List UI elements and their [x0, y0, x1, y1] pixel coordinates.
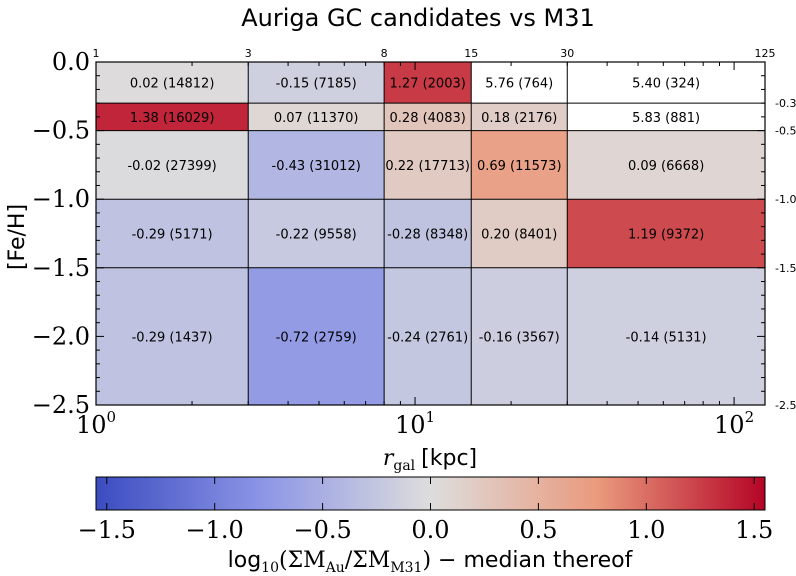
heatmap-cell [567, 62, 765, 104]
colorbar-ticks: −1.5 −1.0 −0.5 0.0 0.5 1.0 1.5 [78, 477, 773, 544]
heatmap-cell [248, 103, 385, 131]
cell-label: -0.22 (9558) [276, 228, 357, 243]
y-tick-label: −1.5 [32, 254, 90, 282]
top-edge-label: 3 [245, 47, 252, 60]
colorbar-label: log10(ΣMAu/ΣMM31) − median thereof [228, 548, 634, 576]
cell-label: -0.43 (31012) [272, 159, 361, 174]
heatmap-cell [384, 130, 472, 200]
colorbar-tick-label: 0.0 [411, 516, 449, 544]
top-edge-label: 30 [560, 47, 574, 60]
y-tick-label: −0.5 [32, 117, 90, 145]
heatmap-cell [248, 267, 385, 405]
cell-label: -0.72 (2759) [276, 330, 357, 345]
heatmap-cell [96, 62, 249, 104]
heatmap-cell [96, 267, 249, 405]
cell-label: 1.27 (2003) [390, 77, 466, 92]
heatmap-cell [96, 103, 249, 131]
chart-title: Auriga GC candidates vs M31 [241, 4, 595, 32]
y-axis-label: [Fe/H] [5, 204, 30, 270]
cell-label: -0.15 (7185) [276, 77, 357, 92]
cell-label: -0.14 (5131) [626, 330, 707, 345]
cell-label: 0.02 (14812) [130, 77, 215, 92]
heatmap-cell [384, 199, 472, 268]
heatmap-cell [248, 199, 385, 268]
plot-frame [95, 61, 766, 406]
bin-edge-lines [96, 62, 765, 405]
cell-label: 1.19 (9372) [628, 228, 704, 243]
x-axis-label: rgal [kpc] [383, 446, 477, 474]
heatmap-cell [567, 199, 765, 268]
top-edge-label: 125 [755, 47, 776, 60]
right-bin-edge-labels: -2.5 -1.5 -1.0 -0.5 -0.3 [775, 97, 796, 412]
colorbar-tick-label: −0.5 [293, 516, 351, 544]
right-edge-label: -1.0 [775, 193, 796, 206]
top-edge-label: 15 [464, 47, 478, 60]
y-tick-label: −2.5 [32, 391, 90, 419]
heatmap-cell [471, 267, 568, 405]
top-edge-label: 1 [93, 47, 100, 60]
heatmap-cell [248, 62, 385, 104]
x-tick-label: 101 [395, 408, 435, 439]
heatmap-cell [248, 130, 385, 200]
top-edge-label: 8 [381, 47, 388, 60]
cell-label: -0.29 (5171) [132, 228, 213, 243]
heatmap-cell [96, 199, 249, 268]
cell-label: -0.28 (8348) [387, 228, 468, 243]
cell-label: 5.40 (324) [632, 77, 700, 92]
cell-label: 0.20 (8401) [481, 228, 557, 243]
colorbar-tick-label: −1.5 [78, 516, 136, 544]
right-edge-label: -2.5 [775, 399, 796, 412]
colorbar-tick-label: 1.0 [627, 516, 665, 544]
cell-label: 1.38 (16029) [130, 111, 215, 126]
cell-label: 5.83 (881) [632, 111, 700, 126]
right-edge-label: -1.5 [775, 262, 796, 275]
y-tick-label: 0.0 [52, 48, 90, 76]
y-tick-label: −2.0 [32, 322, 90, 350]
cell-label: 0.28 (4083) [390, 111, 466, 126]
y-tick-label: −1.0 [32, 185, 90, 213]
cell-label: -0.02 (27399) [127, 159, 216, 174]
cell-label: 0.09 (6668) [628, 159, 704, 174]
heatmap-cell [96, 130, 249, 200]
cell-label: 0.18 (2176) [481, 111, 557, 126]
top-bin-edge-labels: 1 3 8 15 30 125 [93, 47, 776, 60]
right-edge-label: -0.5 [775, 125, 796, 138]
heatmap-cell [567, 267, 765, 405]
colorbar-tick-label: 0.5 [519, 516, 557, 544]
colorbar-tick-label: 1.5 [735, 516, 773, 544]
heatmap-cell [471, 103, 568, 131]
cell-label: 0.22 (17713) [385, 159, 470, 174]
cell-label: -0.16 (3567) [479, 330, 560, 345]
heatmap-cells [96, 62, 765, 405]
x-tick-label: 100 [76, 408, 116, 439]
colorbar-tick-label: −1.0 [186, 516, 244, 544]
cell-label: -0.29 (1437) [132, 330, 213, 345]
heatmap-cell [384, 103, 472, 131]
heatmap-cell [471, 130, 568, 200]
heatmap-cell [384, 62, 472, 104]
heatmap-cell [471, 199, 568, 268]
cell-label: 0.69 (11573) [477, 159, 562, 174]
cell-label: -0.24 (2761) [387, 330, 468, 345]
heatmap-cell [471, 62, 568, 104]
cell-labels: 0.02 (14812) -0.15 (7185) 1.27 (2003) 5.76 … [127, 77, 706, 346]
x-axis-ticks: 100 101 102 [76, 62, 754, 439]
cell-label: 0.07 (11370) [274, 111, 359, 126]
plot-border [95, 61, 766, 406]
heatmap-cell [567, 103, 765, 131]
cell-label: 5.76 (764) [485, 77, 553, 92]
right-edge-label: -0.3 [775, 97, 796, 110]
x-tick-label: 102 [714, 408, 754, 439]
y-axis-ticks: 0.0 −0.5 −1.0 −1.5 −2.0 −2.5 [32, 48, 765, 419]
heatmap-cell [384, 267, 472, 405]
heatmap-cell [567, 130, 765, 200]
